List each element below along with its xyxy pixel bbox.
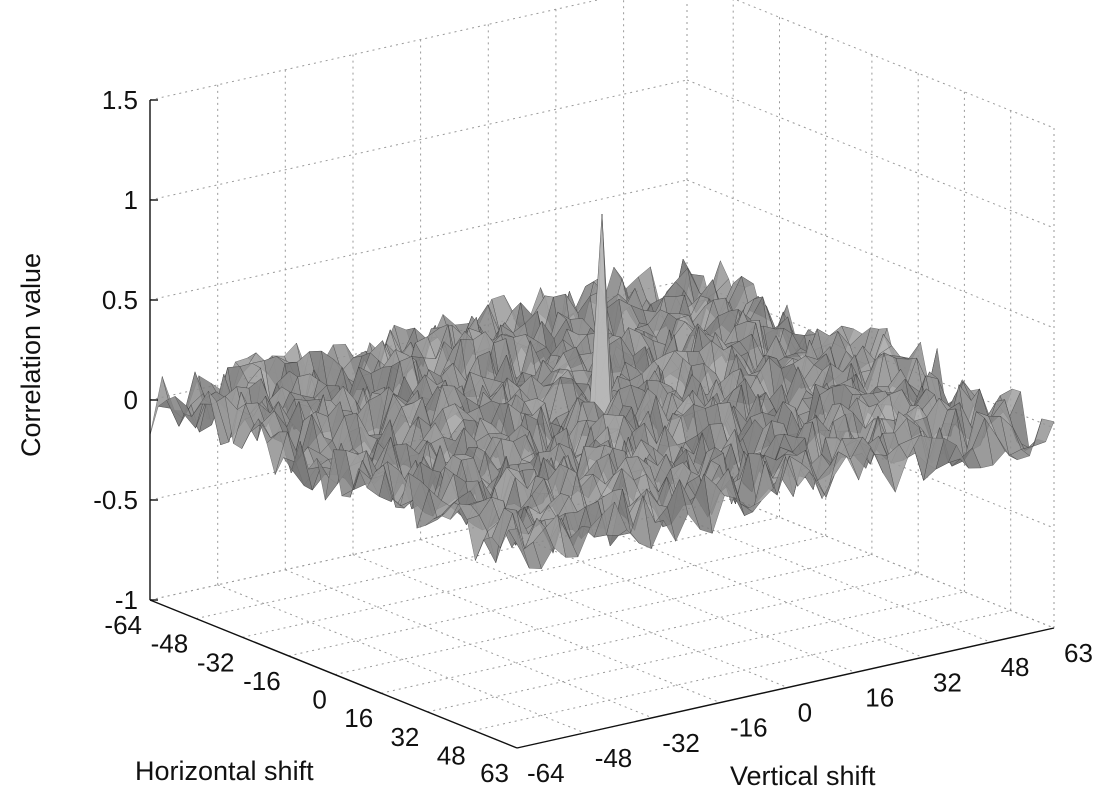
floor-grid-line — [473, 610, 1011, 731]
y-tick-label: 0 — [798, 698, 812, 728]
y-tick-label: -48 — [595, 743, 633, 773]
x-tick-label: -48 — [151, 629, 189, 659]
x-axis-line — [149, 599, 518, 749]
correlation-surface — [149, 213, 1055, 570]
surface-patch — [1033, 418, 1055, 447]
x-tick-label: 32 — [390, 722, 419, 752]
y-tick-label: -16 — [730, 713, 768, 743]
floor-grid-line — [352, 554, 721, 704]
floor-grid-line — [288, 535, 826, 657]
floor-grid-line — [217, 584, 585, 734]
floor-grid-line — [285, 569, 653, 719]
x-axis-label: Horizontal shift — [135, 756, 314, 786]
floor-grid-line — [381, 572, 919, 694]
y-tick-label: 63 — [1064, 638, 1093, 668]
z-tick-label: 1 — [124, 185, 138, 215]
x-tick-label: 16 — [344, 703, 373, 733]
back-wall-grid-line — [149, 379, 688, 501]
y-tick-label: -64 — [527, 758, 565, 788]
floor-grid-line — [420, 539, 788, 688]
side-wall-grid-line — [686, 79, 1055, 229]
x-tick-label: 48 — [437, 741, 466, 771]
back-wall-grid-line — [149, 0, 600, 101]
x-tick-label: -32 — [197, 647, 235, 677]
z-axis-label: Correlation value — [16, 253, 46, 457]
x-tick-label: 63 — [480, 758, 509, 788]
back-wall-grid-line — [149, 479, 688, 601]
floor-grid-line — [242, 516, 780, 638]
y-tick-label: 16 — [865, 682, 894, 712]
floor-grid-line — [196, 498, 734, 620]
x-tick-label: -64 — [104, 610, 142, 640]
y-tick-label: 48 — [1001, 652, 1030, 682]
z-tick-label: -0.5 — [93, 485, 138, 515]
x-tick-label: 0 — [312, 685, 326, 715]
x-tick-label: -16 — [243, 666, 281, 696]
y-axis-line — [516, 627, 1055, 749]
z-tick-label: -1 — [115, 585, 138, 615]
floor-grid-line — [334, 554, 873, 676]
side-wall-grid-line — [735, 0, 1055, 129]
z-tick-label: 0.5 — [102, 285, 138, 315]
z-tick-label: 1.5 — [102, 85, 138, 115]
floor-grid-line — [427, 591, 965, 713]
back-wall-grid-line — [149, 179, 688, 301]
y-tick-label: -32 — [662, 728, 700, 758]
surface-patch — [508, 528, 530, 569]
y-axis-label: Vertical shift — [730, 761, 876, 791]
z-tick-label: 0 — [124, 385, 138, 415]
tick-labels: -1 -0.5 0 0.5 1 1.5 -64 -48 -32 -16 0 16 32 48 63 -64 -4… — [93, 85, 1093, 788]
y-tick-label: 32 — [933, 667, 962, 697]
back-wall-grid-line — [149, 79, 688, 201]
axes-frame — [149, 99, 1055, 749]
